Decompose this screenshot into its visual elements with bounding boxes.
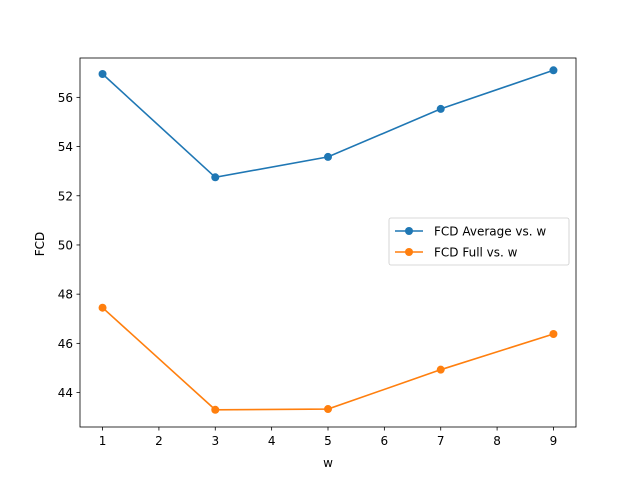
y-axis-ticks: 44 46 48 50 52 54 56 xyxy=(58,91,80,400)
data-point-1-4 xyxy=(549,330,558,339)
data-point-0-1 xyxy=(211,173,220,182)
x-tick-label: 3 xyxy=(211,434,219,448)
x-axis-ticks: 1 2 3 4 5 6 7 8 9 xyxy=(99,427,558,448)
legend-entry-0: FCD Average vs. w xyxy=(434,225,546,239)
y-tick-label: 56 xyxy=(58,91,73,105)
x-tick-label: 5 xyxy=(324,434,332,448)
x-tick-label: 9 xyxy=(550,434,558,448)
y-tick-label: 48 xyxy=(58,288,73,302)
legend-marker-1 xyxy=(405,248,413,256)
y-tick-label: 54 xyxy=(58,140,73,154)
series-line-0 xyxy=(102,69,554,179)
y-tick-label: 44 xyxy=(58,386,73,400)
legend: FCD Average vs. w FCD Full vs. w xyxy=(388,217,570,266)
x-tick-label: 6 xyxy=(381,434,389,448)
data-point-1-3 xyxy=(436,365,445,374)
x-tick-label: 1 xyxy=(99,434,107,448)
data-point-1-1 xyxy=(211,405,220,414)
legend-marker-0 xyxy=(405,227,413,235)
y-tick-label: 50 xyxy=(58,238,73,252)
data-point-0-2 xyxy=(324,152,332,161)
y-axis-label: FCD xyxy=(33,232,47,257)
x-tick-label: 4 xyxy=(268,434,276,448)
y-tick-label: 52 xyxy=(58,189,73,203)
x-tick-label: 7 xyxy=(437,434,445,448)
series-line-1 xyxy=(102,307,554,411)
data-point-1-2 xyxy=(324,405,332,414)
x-tick-label: 8 xyxy=(493,434,501,448)
legend-entry-1: FCD Full vs. w xyxy=(434,246,518,260)
data-point-0-0 xyxy=(98,69,107,78)
data-point-0-3 xyxy=(436,104,445,113)
data-point-0-4 xyxy=(549,66,558,75)
y-tick-label: 46 xyxy=(58,337,73,351)
legend-box xyxy=(388,217,570,266)
data-point-1-0 xyxy=(98,303,107,312)
x-tick-label: 2 xyxy=(155,434,163,448)
x-axis-label: w xyxy=(323,456,333,470)
series-group xyxy=(98,66,558,414)
